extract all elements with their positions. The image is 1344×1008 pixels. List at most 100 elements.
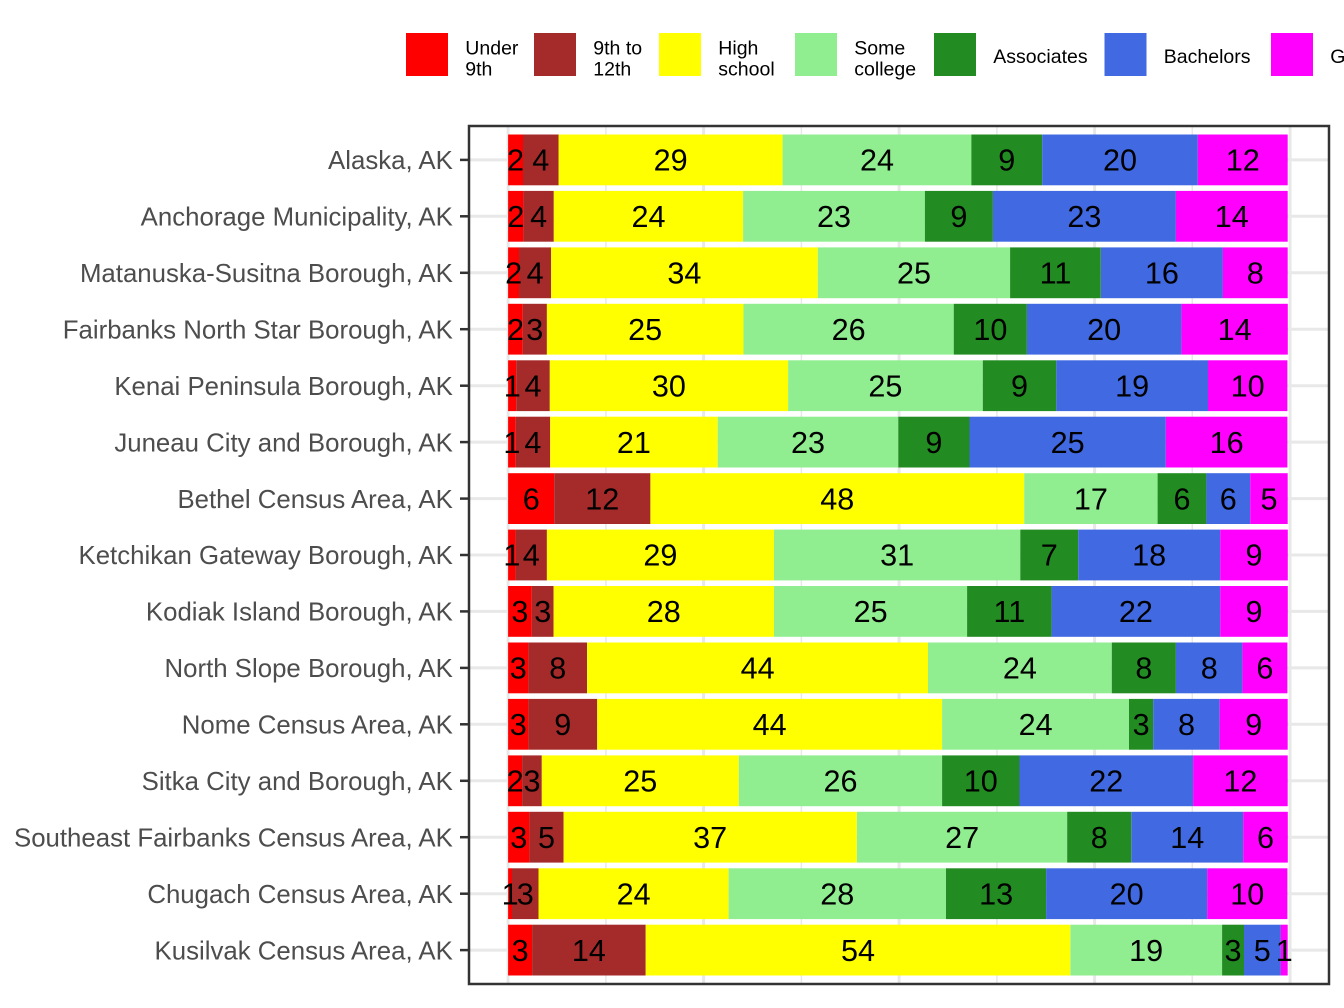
- svg-text:25: 25: [868, 369, 902, 403]
- svg-text:1: 1: [503, 539, 520, 573]
- svg-text:20: 20: [1087, 313, 1121, 347]
- svg-text:8: 8: [1135, 652, 1152, 686]
- svg-text:3: 3: [1133, 708, 1150, 742]
- svg-text:3: 3: [510, 652, 527, 686]
- svg-text:28: 28: [647, 595, 681, 629]
- svg-text:3: 3: [510, 708, 527, 742]
- svg-text:13: 13: [979, 877, 1013, 911]
- svg-text:9: 9: [1245, 539, 1262, 573]
- svg-text:20: 20: [1103, 144, 1137, 178]
- svg-text:Juneau City and Borough, AK: Juneau City and Borough, AK: [114, 429, 452, 457]
- svg-text:4: 4: [530, 200, 547, 234]
- svg-text:Associates: Associates: [993, 46, 1088, 68]
- svg-text:14: 14: [1215, 200, 1249, 234]
- svg-text:North Slope Borough, AK: North Slope Borough, AK: [165, 655, 453, 683]
- svg-text:3: 3: [512, 934, 529, 968]
- svg-text:25: 25: [854, 595, 888, 629]
- svg-text:9: 9: [554, 708, 571, 742]
- svg-text:4: 4: [527, 257, 544, 291]
- svg-text:10: 10: [1230, 877, 1264, 911]
- svg-text:9: 9: [1245, 708, 1262, 742]
- svg-text:2: 2: [505, 257, 522, 291]
- svg-text:Matanuska-Susitna Borough, AK: Matanuska-Susitna Borough, AK: [80, 260, 453, 288]
- svg-text:12: 12: [1226, 144, 1260, 178]
- svg-text:7: 7: [1041, 539, 1058, 573]
- svg-text:4: 4: [524, 426, 541, 460]
- svg-text:22: 22: [1089, 765, 1123, 799]
- svg-text:2: 2: [507, 313, 524, 347]
- svg-text:Some: Some: [854, 38, 905, 60]
- svg-text:11: 11: [994, 595, 1026, 629]
- svg-text:Bethel Census Area, AK: Bethel Census Area, AK: [177, 486, 452, 514]
- svg-text:High: High: [718, 38, 758, 60]
- svg-text:29: 29: [654, 144, 688, 178]
- svg-text:54: 54: [841, 934, 875, 968]
- svg-text:Nome Census Area, AK: Nome Census Area, AK: [182, 712, 453, 740]
- svg-text:Under: Under: [465, 38, 519, 60]
- svg-text:14: 14: [1170, 821, 1204, 855]
- svg-text:12th: 12th: [593, 59, 631, 81]
- svg-text:Southeast Fairbanks Census Are: Southeast Fairbanks Census Area, AK: [14, 824, 453, 852]
- svg-text:10: 10: [1231, 369, 1265, 403]
- svg-text:25: 25: [1051, 426, 1085, 460]
- svg-text:12: 12: [585, 482, 619, 516]
- svg-text:26: 26: [823, 765, 857, 799]
- svg-text:3: 3: [534, 595, 551, 629]
- svg-text:20: 20: [1110, 877, 1144, 911]
- svg-text:26: 26: [832, 313, 866, 347]
- svg-text:8: 8: [549, 652, 566, 686]
- svg-text:25: 25: [623, 765, 657, 799]
- svg-text:5: 5: [538, 821, 555, 855]
- svg-text:1: 1: [1276, 934, 1293, 968]
- svg-text:Kenai Peninsula Borough, AK: Kenai Peninsula Borough, AK: [114, 373, 452, 401]
- svg-text:23: 23: [791, 426, 825, 460]
- svg-text:8: 8: [1201, 652, 1218, 686]
- svg-text:18: 18: [1132, 539, 1166, 573]
- svg-text:23: 23: [817, 200, 851, 234]
- svg-text:10: 10: [964, 765, 998, 799]
- svg-text:19: 19: [1115, 369, 1149, 403]
- svg-text:3: 3: [510, 821, 527, 855]
- svg-text:6: 6: [1257, 821, 1274, 855]
- svg-text:3: 3: [511, 595, 528, 629]
- svg-text:Graduate: Graduate: [1330, 46, 1344, 68]
- svg-text:Bachelors: Bachelors: [1164, 46, 1251, 68]
- svg-text:25: 25: [628, 313, 662, 347]
- svg-text:3: 3: [526, 313, 543, 347]
- svg-text:24: 24: [1019, 708, 1053, 742]
- svg-text:1: 1: [503, 426, 520, 460]
- svg-text:3: 3: [1224, 934, 1241, 968]
- svg-text:44: 44: [741, 652, 775, 686]
- svg-text:14: 14: [1218, 313, 1252, 347]
- svg-text:Ketchikan Gateway Borough, AK: Ketchikan Gateway Borough, AK: [79, 542, 453, 570]
- svg-text:Fairbanks North Star Borough,: Fairbanks North Star Borough, AK: [63, 316, 453, 344]
- svg-text:6: 6: [523, 482, 540, 516]
- svg-text:8: 8: [1247, 257, 1264, 291]
- svg-text:10: 10: [973, 313, 1007, 347]
- svg-text:2: 2: [507, 765, 524, 799]
- svg-text:4: 4: [524, 369, 541, 403]
- svg-text:9: 9: [925, 426, 942, 460]
- svg-text:9: 9: [950, 200, 967, 234]
- svg-text:Kusilvak Census Area, AK: Kusilvak Census Area, AK: [155, 937, 453, 965]
- svg-text:4: 4: [523, 539, 540, 573]
- svg-text:9: 9: [998, 144, 1015, 178]
- svg-text:1: 1: [502, 877, 519, 911]
- svg-text:24: 24: [617, 877, 651, 911]
- svg-text:Sitka City and Borough, AK: Sitka City and Borough, AK: [142, 768, 453, 796]
- svg-text:9: 9: [1245, 595, 1262, 629]
- svg-text:16: 16: [1210, 426, 1244, 460]
- svg-text:30: 30: [652, 369, 686, 403]
- svg-text:3: 3: [523, 765, 540, 799]
- svg-text:Chugach Census Area, AK: Chugach Census Area, AK: [147, 881, 452, 909]
- svg-text:21: 21: [617, 426, 651, 460]
- svg-text:4: 4: [532, 144, 549, 178]
- svg-text:2: 2: [507, 144, 524, 178]
- svg-text:19: 19: [1129, 934, 1163, 968]
- svg-text:5: 5: [1254, 934, 1271, 968]
- svg-text:school: school: [718, 59, 774, 81]
- svg-text:24: 24: [631, 200, 665, 234]
- svg-text:48: 48: [820, 482, 854, 516]
- svg-text:6: 6: [1256, 652, 1273, 686]
- svg-text:29: 29: [643, 539, 677, 573]
